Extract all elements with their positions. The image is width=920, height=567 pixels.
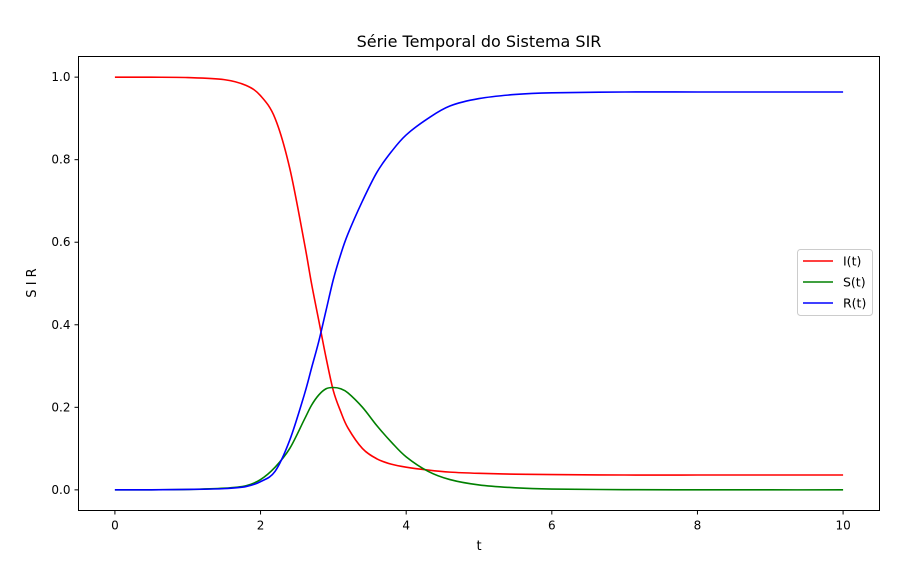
legend-box (797, 249, 873, 316)
legend: I(t) S(t) R(t) (797, 249, 873, 316)
series-line-it (114, 76, 844, 476)
x-axis-label: t (476, 539, 481, 554)
series-line-st (114, 386, 844, 491)
x-tick-label: 4 (402, 519, 410, 533)
legend-label-rt: R(t) (843, 296, 866, 311)
y-tick-label: 0.0 (51, 483, 70, 497)
y-tick-label: 1.0 (51, 70, 70, 84)
series-line-rt (114, 91, 844, 491)
series-layer (114, 76, 844, 491)
y-tick-label: 0.2 (51, 400, 70, 414)
legend-label-st: S(t) (843, 275, 866, 290)
x-axis: 0 2 4 6 8 10 (111, 510, 851, 533)
x-tick-label: 8 (694, 519, 702, 533)
x-tick-label: 10 (835, 519, 850, 533)
y-tick-label: 0.8 (51, 153, 70, 167)
y-axis: 0.0 0.2 0.4 0.6 0.8 1.0 (51, 70, 79, 497)
chart-title: Série Temporal do Sistema SIR (357, 32, 602, 51)
x-tick-label: 2 (257, 519, 265, 533)
x-tick-label: 6 (548, 519, 556, 533)
x-tick-label: 0 (111, 519, 119, 533)
y-tick-label: 0.4 (51, 318, 70, 332)
y-tick-label: 0.6 (51, 235, 70, 249)
y-axis-label: S I R (25, 268, 40, 297)
legend-label-it: I(t) (843, 254, 861, 269)
plot-area (78, 56, 880, 511)
